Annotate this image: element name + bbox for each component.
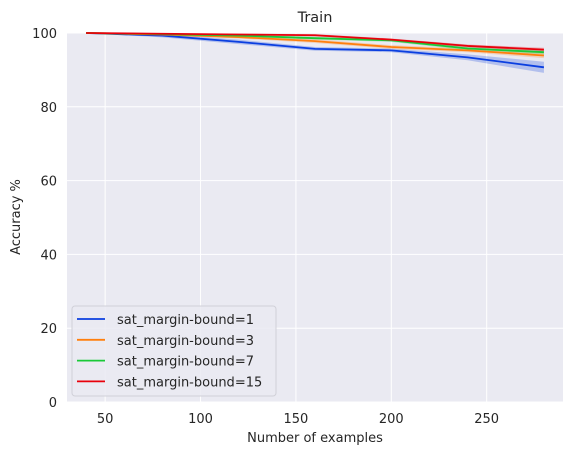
y-tick-label: 100 xyxy=(32,27,57,42)
series-lines xyxy=(86,32,545,69)
legend-label: sat_margin-bound=15 xyxy=(117,375,262,390)
x-tick-label: 150 xyxy=(284,412,309,427)
x-axis-label: Number of examples xyxy=(247,431,383,446)
legend-label: sat_margin-bound=1 xyxy=(117,313,254,328)
grid-lines xyxy=(67,32,563,403)
y-tick-label: 80 xyxy=(40,101,57,116)
y-tick-label: 20 xyxy=(40,322,57,337)
legend-label: sat_margin-bound=7 xyxy=(117,355,254,370)
legend-box xyxy=(71,305,277,397)
x-tick-label: 200 xyxy=(379,412,404,427)
y-tick-label: 40 xyxy=(40,248,57,263)
y-tick-label: 60 xyxy=(40,175,57,190)
x-tick-label: 100 xyxy=(188,412,213,427)
y-tick-label: 0 xyxy=(49,396,57,411)
y-axis-label: Accuracy % xyxy=(9,179,24,255)
series-line xyxy=(86,32,544,51)
x-tick-label: 250 xyxy=(474,412,499,427)
x-tick-labels: 50 100 150 200 250 xyxy=(97,412,499,427)
chart-title: Train xyxy=(297,10,333,26)
legend: sat_margin-bound=1 sat_margin-bound=3 sat_… xyxy=(71,305,277,397)
x-tick-label: 50 xyxy=(97,412,114,427)
legend-label: sat_margin-bound=3 xyxy=(117,334,254,349)
series-line xyxy=(86,32,545,69)
y-tick-labels: 0 20 40 60 80 100 xyxy=(32,27,57,411)
